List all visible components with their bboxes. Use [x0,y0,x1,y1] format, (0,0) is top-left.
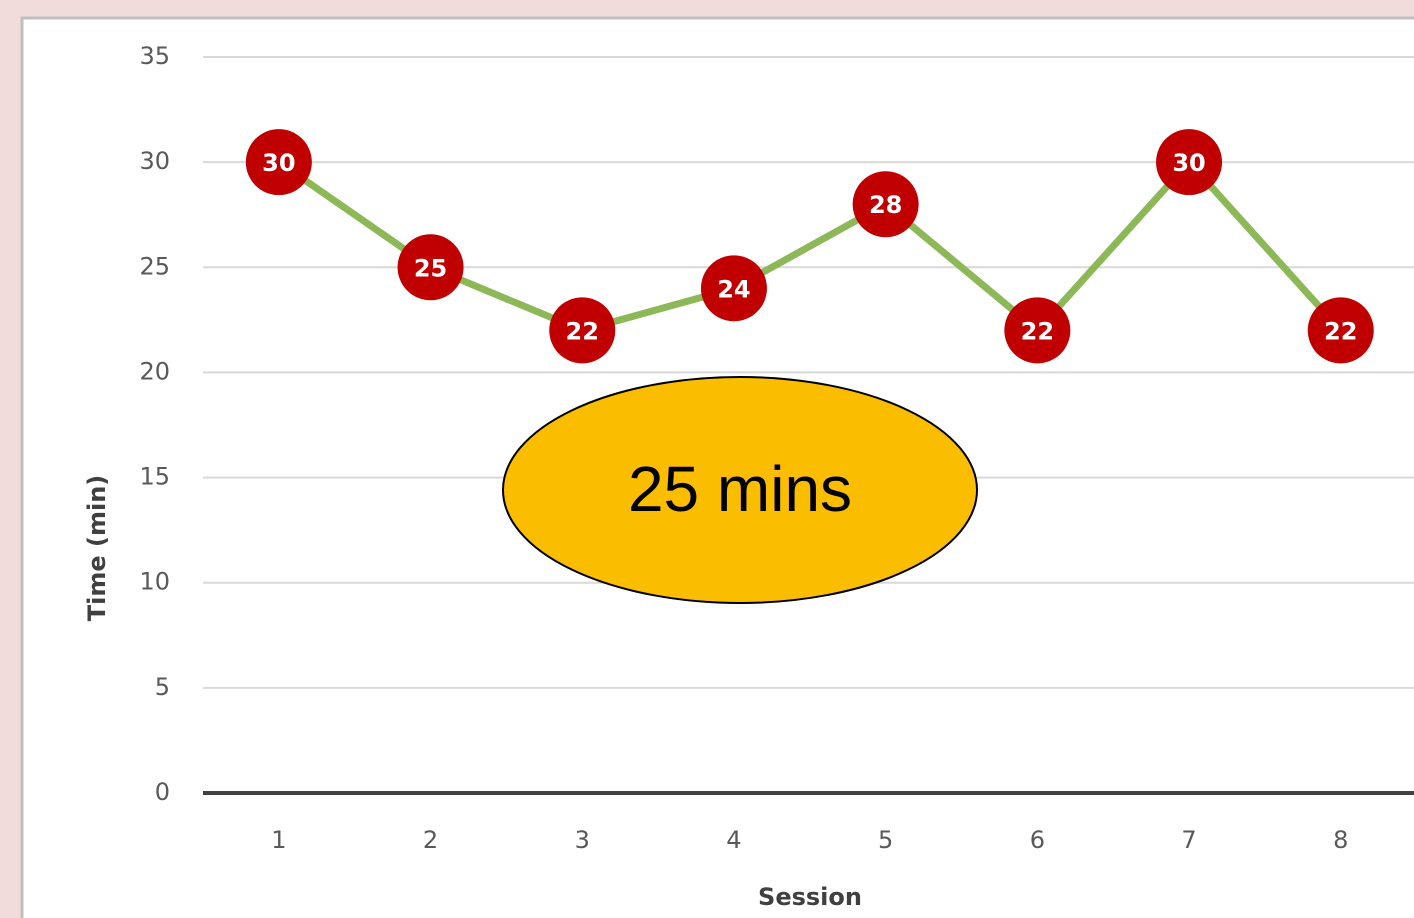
x-tick-label: 5 [878,826,893,854]
annotation: 25 mins [628,453,852,525]
data-label: 30 [1172,149,1205,177]
y-tick-label: 35 [139,42,170,70]
marker [852,171,919,238]
marker [397,234,464,301]
data-label: 25 [414,254,447,282]
data-label: 22 [1324,317,1357,345]
x-tick-label: 3 [575,826,590,854]
y-tick-label: 25 [139,252,170,280]
y-tick-label: 5 [155,673,170,701]
data-label: 30 [262,149,295,177]
marker [1156,129,1223,196]
x-tick-label: 6 [1030,826,1045,854]
y-axis-label: Time (min) [83,475,111,622]
data-label: 22 [566,317,599,345]
marker [245,129,312,196]
marker [1004,297,1071,364]
marker [1307,297,1374,364]
data-label: 22 [1021,317,1054,345]
x-tick-label: 8 [1333,826,1348,854]
marker [549,297,616,364]
marker [700,255,767,322]
x-tick-label: 4 [726,826,741,854]
x-tick-label: 2 [423,826,438,854]
y-tick-label: 0 [155,778,170,806]
x-axis-label: Session [758,883,862,911]
x-tick-label: 7 [1181,826,1196,854]
data-label: 24 [717,275,750,303]
data-label: 28 [869,191,902,219]
annotation-bubble [502,376,978,604]
y-tick-label: 15 [139,463,170,491]
y-tick-label: 10 [139,568,170,596]
x-tick-label: 1 [271,826,286,854]
y-tick-label: 30 [139,147,170,175]
y-tick-label: 20 [139,357,170,385]
